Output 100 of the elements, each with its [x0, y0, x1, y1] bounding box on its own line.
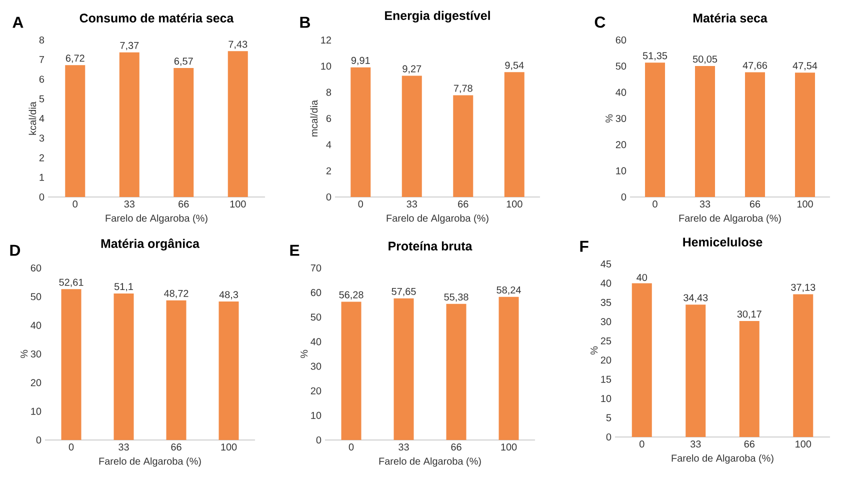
y-tick-label: 7 [39, 56, 44, 64]
y-tick-label: 5 [606, 414, 612, 422]
bar [745, 72, 766, 197]
y-tick-label: 20 [616, 141, 626, 148]
bar [686, 304, 706, 437]
y-tick-label: 60 [310, 289, 322, 296]
chart-title: Energia digestível [385, 10, 490, 22]
bar [446, 304, 466, 440]
bar [645, 62, 666, 197]
y-tick-label: 60 [30, 264, 42, 272]
data-label: 7,43 [228, 40, 248, 49]
x-axis-title: Farelo de Algaroba (%) [379, 457, 481, 467]
data-label: 6,72 [66, 54, 84, 63]
bar [61, 289, 82, 440]
y-axis-title: kcal/dia [28, 102, 36, 135]
text: F [580, 240, 588, 252]
y-tick-label: 2 [326, 167, 331, 174]
data-label: 6,57 [174, 58, 193, 66]
y-tick-label: 30 [30, 350, 42, 358]
y-axis-title: % [300, 350, 308, 358]
x-axis-title: Farelo de Algaroba (%) [679, 214, 781, 224]
x-axis-title: Farelo de Algaroba (%) [386, 214, 488, 224]
data-label: 55,38 [444, 293, 468, 302]
y-tick-label: 0 [621, 193, 626, 201]
data-label: 58,24 [496, 286, 521, 295]
y-tick-label: 25 [600, 337, 612, 344]
y-tick-label: 50 [30, 293, 42, 300]
bar [166, 300, 186, 440]
y-tick-label: 20 [600, 356, 612, 364]
y-axis-title: % [606, 114, 613, 123]
y-tick-label: 0 [326, 193, 332, 201]
y-tick-label: 70 [310, 264, 322, 272]
bar [341, 302, 362, 440]
y-tick-label: 50 [616, 62, 626, 70]
data-label: 40 [636, 274, 648, 282]
bar [114, 294, 134, 440]
x-axis-title: Farelo de Algaroba (%) [672, 454, 774, 464]
x-tick-label: 33 [398, 444, 409, 451]
x-tick-label: 0 [72, 200, 78, 208]
data-label: 9,27 [402, 65, 422, 74]
y-tick-label: 40 [616, 88, 626, 96]
data-label: 48,72 [164, 290, 188, 298]
text: A [12, 16, 24, 28]
bar [218, 302, 239, 440]
data-label: 50,05 [692, 56, 718, 64]
bar [632, 283, 652, 437]
y-tick-label: 45 [600, 260, 612, 268]
bar [350, 67, 371, 197]
data-label: 9,91 [351, 56, 370, 66]
y-tick-label: 20 [30, 379, 42, 386]
y-tick-label: 30 [310, 362, 322, 370]
chart-title: Proteína bruta [388, 241, 472, 250]
x-tick-label: 100 [501, 444, 517, 451]
x-tick-label: 0 [348, 444, 354, 451]
y-tick-label: 3 [39, 134, 44, 142]
x-tick-label: 66 [744, 440, 754, 448]
y-tick-label: 2 [39, 154, 44, 162]
data-label: 34,43 [684, 294, 708, 302]
y-tick-label: 0 [39, 193, 44, 201]
chart-title: Consumo de matéria seca [80, 13, 234, 22]
bar [402, 76, 422, 197]
x-tick-label: 0 [68, 444, 74, 451]
y-tick-label: 8 [326, 88, 332, 96]
data-label: 51,1 [114, 283, 133, 292]
y-tick-label: 5 [39, 95, 44, 102]
x-tick-label: 0 [358, 200, 364, 208]
bar [453, 95, 474, 197]
data-label: 47,54 [792, 62, 818, 70]
x-axis-title: Farelo de Algaroba (%) [106, 214, 208, 224]
y-tick-label: 6 [39, 76, 44, 83]
x-axis-title: Farelo de Algaroba (%) [99, 457, 201, 467]
data-label: 56,28 [339, 291, 364, 300]
x-tick-label: 100 [797, 200, 813, 208]
bar [498, 296, 519, 440]
y-tick-label: 10 [601, 395, 612, 402]
y-tick-label: 40 [30, 322, 42, 329]
text: D [10, 244, 20, 256]
y-tick-label: 0 [606, 433, 612, 441]
y-axis-title: % [20, 350, 28, 358]
bar [795, 72, 816, 197]
bar [394, 298, 414, 440]
y-tick-label: 60 [616, 36, 626, 44]
data-label: 48,3 [219, 291, 238, 300]
chart-title: Matéria orgânica [101, 238, 200, 250]
y-tick-label: 10 [311, 412, 322, 419]
bar [739, 321, 760, 437]
x-tick-label: 100 [796, 440, 812, 448]
y-axis-title: mcal/dia [310, 100, 318, 136]
x-tick-label: 33 [118, 444, 129, 451]
y-tick-label: 1 [40, 174, 44, 181]
y-tick-label: 50 [310, 314, 322, 321]
chart-title: Matéria seca [693, 13, 768, 22]
x-tick-label: 100 [230, 200, 246, 208]
x-tick-label: 0 [652, 200, 658, 208]
data-label: 30,17 [737, 310, 762, 319]
x-tick-label: 66 [178, 200, 189, 208]
y-tick-label: 12 [321, 36, 331, 44]
y-tick-label: 6 [326, 114, 332, 122]
x-tick-label: 66 [451, 444, 462, 451]
x-tick-label: 100 [221, 444, 237, 451]
